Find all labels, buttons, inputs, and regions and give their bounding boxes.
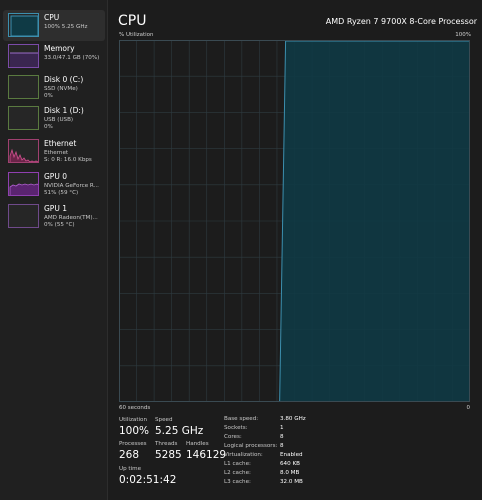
sidebar-item-label: Memory [44, 44, 75, 53]
threads-label: Threads [155, 441, 178, 447]
graph-y-label: % Utilization [119, 32, 154, 38]
spec-key: Cores: [224, 434, 242, 440]
sidebar: CPU 100% 5.25 GHz Memory 33.0/47.1 GB (7… [0, 0, 108, 500]
sidebar-item-label: GPU 0 [44, 172, 67, 181]
sidebar-item-ethernet[interactable]: Ethernet Ethernet S: 0 R: 16.0 Kbps [3, 136, 105, 167]
sidebar-item-detail: 51% (59 °C) [44, 190, 79, 196]
disk-thumb-icon [8, 75, 39, 99]
sidebar-item-cpu[interactable]: CPU 100% 5.25 GHz [3, 10, 105, 41]
spec-key: Sockets: [224, 425, 248, 431]
graph-x-right-label: 0 [466, 405, 471, 411]
sidebar-item-detail: 100% 5.25 GHz [44, 24, 88, 30]
threads-value: 5285 [155, 449, 182, 461]
sidebar-item-detail: S: 0 R: 16.0 Kbps [44, 157, 92, 163]
sidebar-item-label: Ethernet [44, 139, 77, 148]
sidebar-item-detail: AMD Radeon(TM)... [44, 215, 98, 221]
spec-value: 640 KB [280, 461, 300, 467]
graph-x-left-label: 60 seconds [119, 405, 151, 411]
spec-key: L3 cache: [224, 479, 251, 485]
spec-value: 32.0 MB [280, 479, 303, 485]
sidebar-item-detail: 0% [44, 93, 53, 99]
sidebar-item-detail: USB (USB) [44, 117, 74, 123]
sidebar-item-detail: 33.0/47.1 GB (70%) [44, 55, 100, 61]
sidebar-item-disk0[interactable]: Disk 0 (C:) SSD (NVMe) 0% [3, 72, 105, 103]
spec-value: 3.80 GHz [280, 416, 306, 422]
spec-value: 8 [280, 443, 284, 449]
spec-value: 8 [280, 434, 284, 440]
handles-label: Handles [186, 441, 209, 447]
spec-key: Virtualization: [224, 452, 263, 458]
gpu-thumb-icon [8, 204, 39, 228]
spec-value: Enabled [280, 452, 303, 458]
graph-border [119, 40, 470, 402]
uptime-value: 0:02:51:42 [119, 474, 177, 486]
spec-value: 1 [280, 425, 284, 431]
sidebar-item-detail: 0% (55 °C) [44, 222, 75, 228]
sidebar-item-label: Disk 0 (C:) [44, 75, 84, 84]
sidebar-item-memory[interactable]: Memory 33.0/47.1 GB (70%) [3, 41, 105, 72]
sidebar-item-label: GPU 1 [44, 204, 67, 213]
sidebar-item-label: Disk 1 (D:) [44, 106, 84, 115]
spec-key: L2 cache: [224, 470, 251, 476]
spec-key: L1 cache: [224, 461, 251, 467]
processor-model: AMD Ryzen 7 9700X 8-Core Processor [325, 17, 477, 26]
page-title: CPU [118, 13, 147, 29]
sidebar-item-detail: 0% [44, 124, 53, 130]
sidebar-item-gpu1[interactable]: GPU 1 AMD Radeon(TM)... 0% (55 °C) [3, 201, 105, 232]
utilization-value: 100% [119, 425, 150, 437]
cpu-utilization-graph [119, 40, 470, 402]
sidebar-item-gpu0[interactable]: GPU 0 NVIDIA GeForce R... 51% (59 °C) [3, 169, 105, 200]
sidebar-item-detail: NVIDIA GeForce R... [44, 183, 99, 189]
cpu-panel: CPU AMD Ryzen 7 9700X 8-Core Processor %… [108, 0, 482, 500]
ethernet-thumb-icon [8, 139, 39, 163]
cpu-thumb-icon [8, 13, 39, 37]
sidebar-item-disk1[interactable]: Disk 1 (D:) USB (USB) 0% [3, 103, 105, 134]
processes-value: 268 [119, 449, 140, 461]
sidebar-item-detail: Ethernet [44, 150, 69, 156]
sidebar-item-detail: SSD (NVMe) [44, 86, 78, 92]
spec-value: 8.0 MB [280, 470, 300, 476]
speed-label: Speed [155, 417, 173, 423]
gpu-thumb-icon [8, 172, 39, 196]
graph-y-max-label: 100% [455, 32, 471, 38]
processes-label: Processes [119, 441, 147, 447]
speed-value: 5.25 GHz [155, 425, 204, 437]
memory-thumb-icon [8, 44, 39, 68]
utilization-label: Utilization [119, 417, 148, 423]
spec-key: Logical processors: [224, 443, 278, 449]
sidebar-item-label: CPU [44, 13, 60, 22]
spec-key: Base speed: [224, 416, 259, 422]
handles-value: 146129 [186, 449, 227, 461]
disk-thumb-icon [8, 106, 39, 130]
uptime-label: Up time [119, 466, 142, 472]
utilization-area [119, 41, 470, 402]
